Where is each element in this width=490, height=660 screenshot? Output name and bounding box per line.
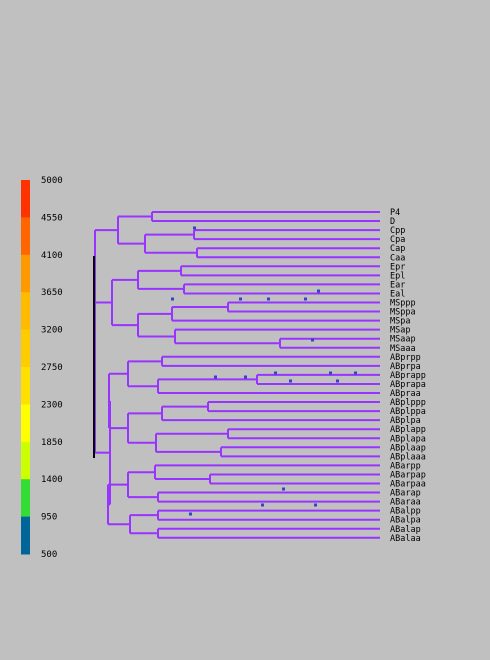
division-tick (336, 379, 339, 383)
leaf-label: MSppa (390, 308, 416, 318)
leaf-label: ABplppp (390, 398, 426, 408)
leaf-label: ABalap (390, 525, 421, 535)
scale-segment (21, 516, 30, 555)
leaf-label: MSap (390, 326, 410, 336)
scale-segment (21, 292, 30, 331)
scale-label: 3650 (41, 288, 63, 298)
leaf-label: ABprapa (390, 380, 426, 390)
division-tick (171, 297, 174, 301)
scale-segment (21, 441, 30, 480)
scale-label: 4100 (41, 251, 63, 261)
leaf-label: MSppp (390, 299, 416, 309)
division-tick (329, 371, 332, 375)
division-tick (311, 338, 314, 342)
leaf-label: ABplaap (390, 443, 426, 453)
division-tick (282, 487, 285, 491)
leaf-label: MSaap (390, 335, 416, 345)
leaf-label: MSaaa (390, 344, 416, 354)
division-tick (239, 297, 242, 301)
leaf-label: ABplppa (390, 407, 426, 417)
leaf-label: Caa (390, 253, 405, 263)
scale-label: 5000 (41, 176, 63, 186)
leaf-label: ABplapa (390, 434, 426, 444)
leaf-label: ABplapp (390, 425, 426, 435)
leaf-label: ABplaaa (390, 452, 426, 462)
leaf-label: ABarpaa (390, 480, 426, 490)
leaf-label: ABprpa (390, 362, 421, 372)
scale-label: 950 (41, 513, 57, 523)
leaf-label: Ear (390, 280, 405, 290)
division-tick (304, 297, 307, 301)
leaf-label: ABalpp (390, 507, 421, 517)
leaf-label: ABalpa (390, 516, 421, 526)
scale-label: 2300 (41, 400, 63, 410)
scale-segment (21, 479, 30, 518)
scale-segment (21, 404, 30, 443)
leaf-label: D (390, 217, 395, 227)
leaf-label: Cpa (390, 235, 405, 245)
scale-label: 4550 (41, 213, 63, 223)
leaf-label: Epr (390, 262, 405, 272)
leaf-label: Cap (390, 244, 405, 254)
scale-label: 3200 (41, 326, 63, 336)
division-tick (289, 379, 292, 383)
division-tick (354, 371, 357, 375)
division-tick (214, 375, 217, 379)
scale-segment (21, 180, 30, 218)
division-tick (189, 512, 192, 516)
division-tick (193, 226, 196, 230)
leaf-label: P4 (390, 208, 400, 218)
leaf-label: MSpa (390, 317, 410, 327)
scale-label: 500 (41, 550, 57, 560)
scale-label: 1850 (41, 438, 63, 448)
leaf-label: ABaraa (390, 498, 421, 508)
scale-label: 1400 (41, 475, 63, 485)
leaf-label: ABarap (390, 489, 421, 499)
division-tick (274, 371, 277, 375)
leaf-label: ABalaa (390, 534, 421, 544)
scale-label: 2750 (41, 363, 63, 373)
leaf-label: ABprpp (390, 353, 421, 363)
division-tick (261, 503, 264, 507)
leaf-label: ABpraa (390, 389, 421, 399)
division-tick (244, 375, 247, 379)
scale-segment (21, 329, 30, 368)
division-tick (317, 289, 320, 293)
leaf-label: Epl (390, 271, 405, 281)
leaf-label: ABarpap (390, 470, 426, 480)
leaf-label: Eal (390, 289, 405, 299)
division-tick (314, 503, 317, 507)
division-tick (267, 297, 270, 301)
leaf-label: ABplpa (390, 416, 421, 426)
leaf-label: ABprapp (390, 371, 426, 381)
scale-segment (21, 254, 30, 293)
leaf-label: ABarpp (390, 461, 421, 471)
scale-segment (21, 217, 30, 256)
scale-segment (21, 367, 30, 405)
leaf-label: Cpp (390, 226, 405, 236)
